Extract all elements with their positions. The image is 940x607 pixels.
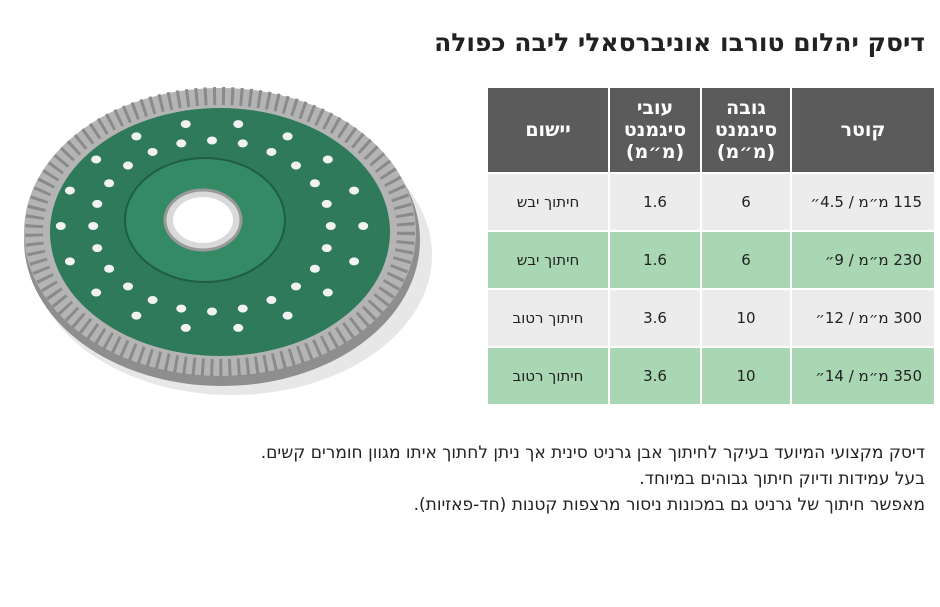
vent-hole xyxy=(266,296,277,305)
table-cell: 1.6 xyxy=(608,172,702,232)
vent-hole xyxy=(282,132,293,141)
header-row: קוטר גובה סיגמנט (מ״מ) עובי סיגמנט (מ״מ) יי… xyxy=(486,86,936,174)
vent-hole xyxy=(291,161,302,170)
vent-hole xyxy=(266,147,277,156)
vent-hole xyxy=(322,288,333,297)
vent-hole xyxy=(92,199,103,208)
vent-hole xyxy=(122,161,133,170)
table-cell: חיתוך רטוב xyxy=(486,346,610,406)
description-line: דיסק מקצועי המיועד בעיקר לחיתוך אבן גרני… xyxy=(260,443,925,463)
vent-hole xyxy=(309,264,320,273)
vent-hole xyxy=(92,244,103,253)
vent-hole xyxy=(104,179,115,188)
table-cell: 350 מ״מ / 14״ xyxy=(790,346,936,406)
product-image xyxy=(24,87,432,395)
table-cell: 3.6 xyxy=(608,288,702,348)
vent-hole xyxy=(104,264,115,273)
table-cell: 10 xyxy=(700,346,792,406)
column-header: גובה סיגמנט (מ״מ) xyxy=(700,86,792,174)
table-cell: 115 מ״מ / 4.5״ xyxy=(790,172,936,232)
title: דיסק יהלום טורבו אוניברסאלי ליבה כפולה xyxy=(434,28,925,57)
vent-hole xyxy=(180,120,191,129)
vent-hole xyxy=(131,132,142,141)
vent-hole xyxy=(64,257,75,266)
table-cell: 10 xyxy=(700,288,792,348)
vent-hole xyxy=(358,222,369,230)
vent-hole xyxy=(282,311,293,320)
vent-hole xyxy=(207,307,217,316)
vent-hole xyxy=(55,222,66,230)
vent-hole xyxy=(147,147,158,156)
vent-hole xyxy=(131,311,142,320)
vent-hole xyxy=(176,139,187,148)
table-cell: 230 מ״מ / 9״ xyxy=(790,230,936,290)
vent-hole xyxy=(207,136,217,145)
table-cell: 6 xyxy=(700,172,792,232)
table-cell: 3.6 xyxy=(608,346,702,406)
vent-hole xyxy=(176,304,187,313)
vent-hole xyxy=(233,120,244,129)
vent-hole xyxy=(122,282,133,291)
vent-hole xyxy=(349,257,360,266)
table-row: 115 מ״מ / 4.5״ 6 1.6 חיתוך יבש xyxy=(486,172,936,232)
column-header: קוטר xyxy=(790,86,936,174)
column-header: יישום xyxy=(486,86,610,174)
vent-hole xyxy=(233,323,244,332)
table-cell: 1.6 xyxy=(608,230,702,290)
vent-holes xyxy=(55,120,369,332)
table-cell: חיתוך יבש xyxy=(486,230,610,290)
table-cell: 6 xyxy=(700,230,792,290)
vent-hole xyxy=(88,222,99,230)
vent-hole xyxy=(180,323,191,332)
arbor-hole xyxy=(173,197,233,243)
vent-hole xyxy=(349,186,360,195)
table-row: 350 מ״מ / 14״ 10 3.6 חיתוך רטוב xyxy=(486,346,936,406)
table-cell: חיתוך רטוב xyxy=(486,288,610,348)
table-cell: חיתוך יבש xyxy=(486,172,610,232)
table-body: 115 מ״מ / 4.5״ 6 1.6 חיתוך יבש 230 מ״מ / 9״ 6… xyxy=(486,172,936,406)
vent-hole xyxy=(64,186,75,195)
description-line: מאפשר חיתוך של גרניט גם במכונות ניסור מר… xyxy=(413,495,925,515)
turbo-segments xyxy=(25,87,415,377)
column-header: עובי סיגמנט (מ״מ) xyxy=(608,86,702,174)
vent-hole xyxy=(309,179,320,188)
vent-hole xyxy=(321,244,332,253)
vent-hole xyxy=(91,155,102,164)
vent-hole xyxy=(325,222,336,230)
vent-hole xyxy=(237,139,248,148)
table-row: 230 מ״מ / 9״ 6 1.6 חיתוך יבש xyxy=(486,230,936,290)
vent-hole xyxy=(237,304,248,313)
vent-hole xyxy=(321,199,332,208)
description: דיסק מקצועי המיועד בעיקר לחיתוך אבן גרני… xyxy=(261,440,925,518)
spec-table: קוטר גובה סיגמנט (מ״מ) עובי סיגמנט (מ״מ) יי… xyxy=(486,86,936,406)
vent-hole xyxy=(147,296,158,305)
description-line: בעל עמידות ודיוק חיתוך גבוהים במיוחד. xyxy=(639,469,925,489)
table-row: 300 מ״מ / 12״ 10 3.6 חיתוך רטוב xyxy=(486,288,936,348)
vent-hole xyxy=(91,288,102,297)
vent-hole xyxy=(322,155,333,164)
table-cell: 300 מ״מ / 12״ xyxy=(790,288,936,348)
vent-hole xyxy=(291,282,302,291)
